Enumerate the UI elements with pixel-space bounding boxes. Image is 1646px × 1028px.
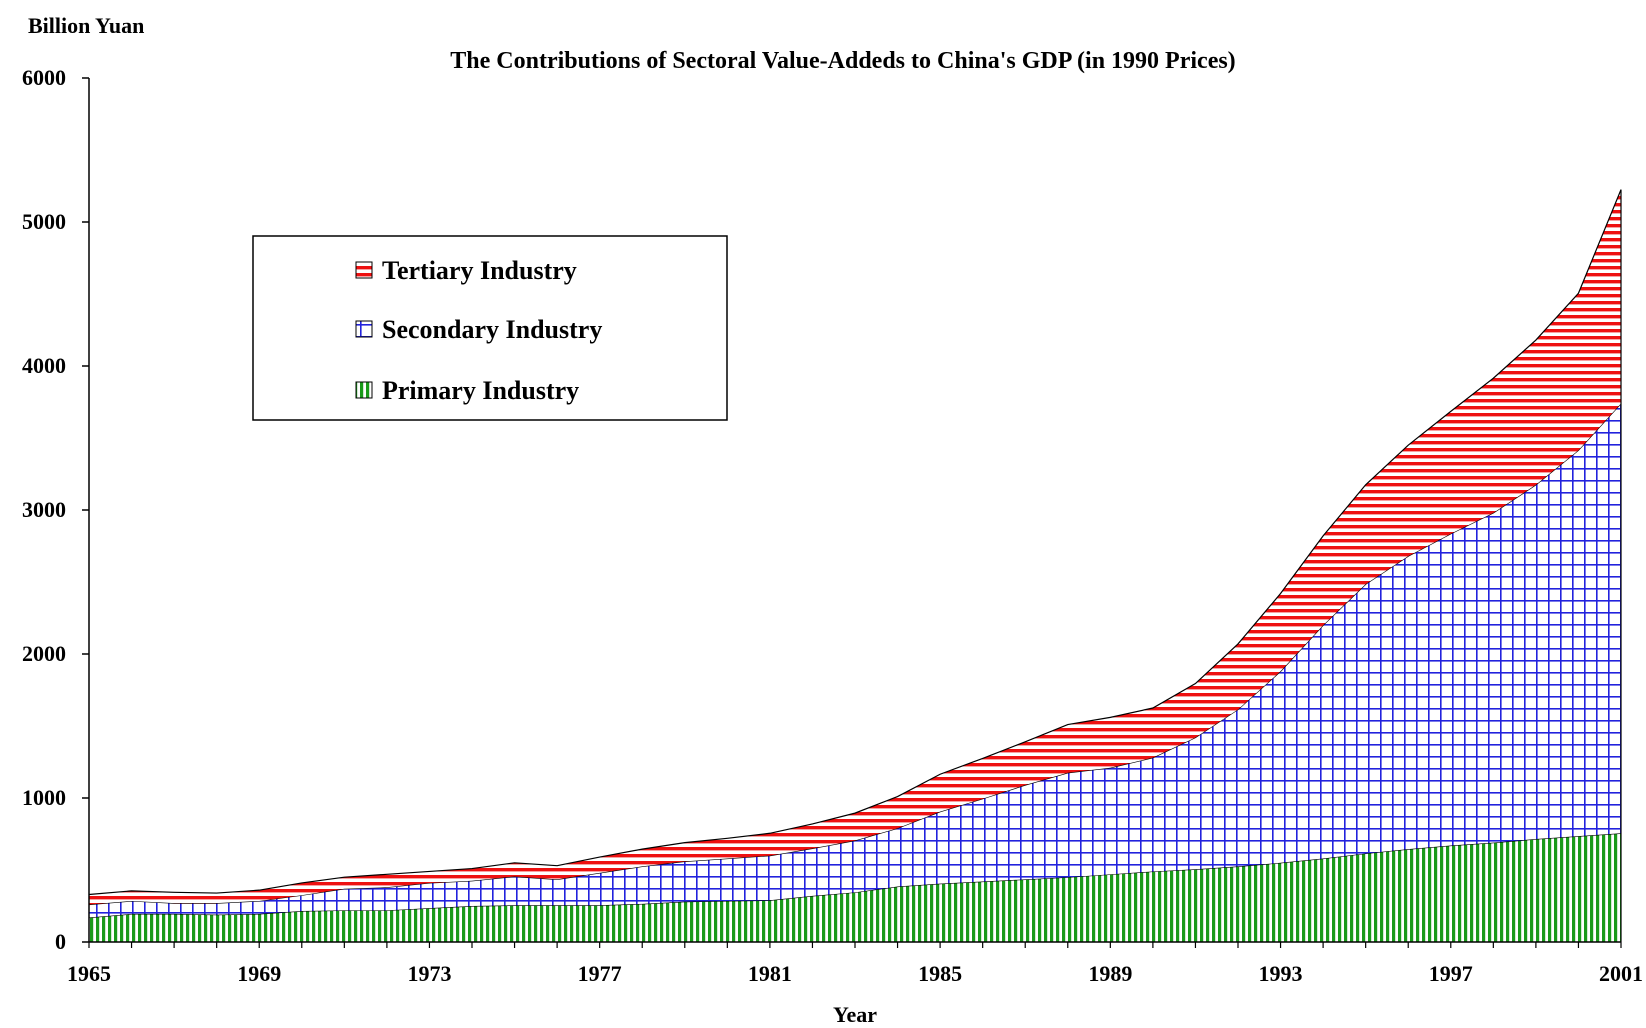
chart-title: The Contributions of Sectoral Value-Adde… xyxy=(450,48,1235,74)
y-tick-label: 4000 xyxy=(22,353,66,378)
x-tick-label: 1985 xyxy=(918,961,962,986)
legend-swatch-tertiary xyxy=(355,261,373,279)
x-tick-label: 1965 xyxy=(67,961,111,986)
y-tick-label: 0 xyxy=(55,929,66,954)
y-tick-label: 5000 xyxy=(22,209,66,234)
legend-swatch-primary xyxy=(355,381,373,399)
x-tick-label: 1997 xyxy=(1429,961,1473,986)
legend-label-primary: Primary Industry xyxy=(382,376,579,405)
x-tick-label: 1981 xyxy=(748,961,792,986)
y-tick-label: 6000 xyxy=(22,65,66,90)
y-axis-title: Billion Yuan xyxy=(28,13,144,38)
x-tick-label: 1973 xyxy=(407,961,451,986)
axes-group xyxy=(82,77,1622,948)
area-secondary-industry xyxy=(89,403,1621,918)
legend: Tertiary Industry Secondary Industry Pri… xyxy=(252,235,728,421)
area-primary-industry xyxy=(89,833,1621,942)
x-axis-title: Year xyxy=(833,1002,877,1027)
area-tertiary-industry-edge xyxy=(88,189,1622,896)
legend-label-tertiary: Tertiary Industry xyxy=(382,256,577,285)
y-tick-label: 3000 xyxy=(22,497,66,522)
legend-swatch-secondary xyxy=(355,320,373,338)
legend-box xyxy=(252,235,728,421)
legend-label-secondary: Secondary Industry xyxy=(382,315,602,344)
x-tick-label: 1993 xyxy=(1259,961,1303,986)
y-tick-label: 2000 xyxy=(22,641,66,666)
x-tick-label: 1969 xyxy=(237,961,281,986)
x-tick-label: 2001 xyxy=(1599,961,1643,986)
tick-labels-group: 0 1000 2000 3000 4000 5000 6000 1965 1969 1973 197… xyxy=(22,65,1643,986)
x-tick-label: 1977 xyxy=(578,961,622,986)
area-series-group xyxy=(88,189,1622,942)
x-tick-label: 1989 xyxy=(1088,961,1132,986)
y-tick-label: 1000 xyxy=(22,785,66,810)
